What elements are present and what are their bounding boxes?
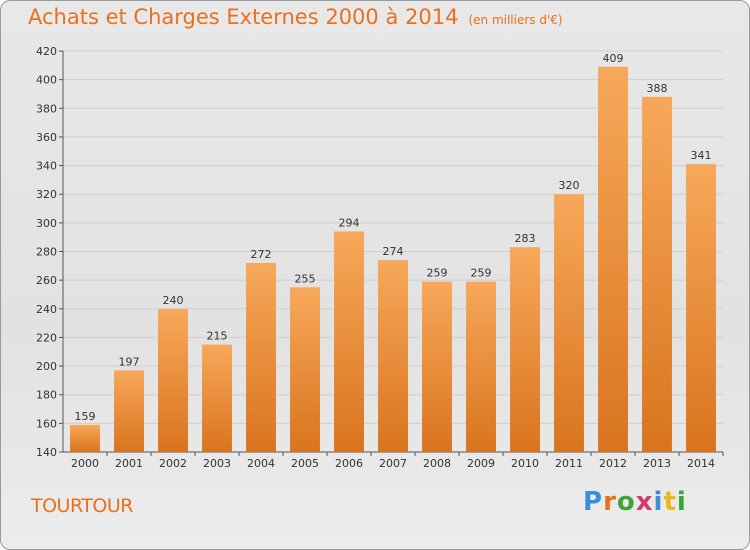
x-tick-label: 2002 — [159, 457, 187, 470]
logo-letter: P — [583, 487, 604, 517]
bar-2000 — [70, 424, 100, 452]
commune-name: TOURTOUR — [31, 495, 133, 517]
x-tick-label: 2005 — [291, 457, 319, 470]
y-tick-label: 260 — [36, 274, 57, 287]
bar-value-label: 240 — [163, 294, 184, 307]
x-tick-label: 2012 — [599, 457, 627, 470]
label-layer: 159 2000 197 2001 240 2002 215 2003 272 2004 255 20… — [71, 52, 715, 470]
y-tick-label: 140 — [36, 446, 57, 459]
x-tick-label: 2000 — [71, 457, 99, 470]
bar-2005 — [290, 287, 320, 452]
bar-2004 — [246, 262, 276, 452]
bar-value-label: 274 — [383, 245, 404, 258]
y-tick-label: 200 — [36, 360, 57, 373]
bar-2014 — [686, 164, 716, 452]
y-tick-label: 420 — [36, 45, 57, 58]
bar-2010 — [510, 247, 540, 452]
chart-title: Achats et Charges Externes 2000 à 2014 (e… — [28, 5, 563, 29]
y-tick-label: 180 — [36, 389, 57, 402]
y-tick-label: 300 — [36, 217, 57, 230]
y-tick-label: 220 — [36, 331, 57, 344]
bar-value-label: 272 — [251, 248, 272, 261]
x-tick-label: 2014 — [687, 457, 715, 470]
proxiti-logo[interactable]: Proxiti — [583, 487, 687, 517]
x-tick-label: 2010 — [511, 457, 539, 470]
x-tick-label: 2001 — [115, 457, 143, 470]
y-tick-label: 380 — [36, 102, 57, 115]
x-tick-label: 2006 — [335, 457, 363, 470]
bar-value-label: 341 — [691, 149, 712, 162]
x-tick-label: 2004 — [247, 457, 275, 470]
bar-value-label: 283 — [515, 232, 536, 245]
y-tick-label: 240 — [36, 303, 57, 316]
bar-value-label: 294 — [339, 216, 360, 229]
x-tick-label: 2008 — [423, 457, 451, 470]
bar-2003 — [202, 344, 232, 452]
bar-value-label: 255 — [295, 272, 316, 285]
y-tick-label: 320 — [36, 188, 57, 201]
bar-2008 — [422, 281, 452, 452]
y-tick-label: 160 — [36, 417, 57, 430]
bar-2001 — [114, 370, 144, 452]
bar-2012 — [598, 66, 628, 452]
y-tick-label: 280 — [36, 246, 57, 259]
bar-2013 — [642, 96, 672, 452]
logo-letter: t — [663, 487, 677, 517]
logo-letter: o — [616, 487, 636, 517]
bar-value-label: 320 — [559, 179, 580, 192]
y-tick-label: 400 — [36, 74, 57, 87]
bar-value-label: 215 — [207, 330, 228, 343]
x-tick-label: 2007 — [379, 457, 407, 470]
bar-2009 — [466, 281, 496, 452]
bar-2011 — [554, 194, 584, 452]
logo-letter: i — [676, 487, 687, 517]
chart-title-text: Achats et Charges Externes 2000 à 2014 — [28, 5, 459, 29]
bar-value-label: 409 — [603, 52, 624, 65]
bar-value-label: 159 — [75, 410, 96, 423]
x-tick-label: 2011 — [555, 457, 583, 470]
x-tick-label: 2013 — [643, 457, 671, 470]
y-tick-label: 340 — [36, 160, 57, 173]
logo-letter: r — [603, 487, 617, 517]
bar-value-label: 197 — [119, 355, 140, 368]
bar-2007 — [378, 260, 408, 452]
bar-value-label: 259 — [427, 267, 448, 280]
logo-letter: x — [635, 487, 654, 517]
bar-value-label: 388 — [647, 82, 668, 95]
bar-2006 — [334, 231, 364, 452]
bar-value-label: 259 — [471, 267, 492, 280]
x-tick-label: 2009 — [467, 457, 495, 470]
bar-2002 — [158, 308, 188, 452]
bar-layer — [70, 66, 716, 452]
logo-letter: i — [653, 487, 664, 517]
x-tick-label: 2003 — [203, 457, 231, 470]
chart-subtitle: (en milliers d'€) — [468, 13, 563, 27]
y-tick-label: 360 — [36, 131, 57, 144]
